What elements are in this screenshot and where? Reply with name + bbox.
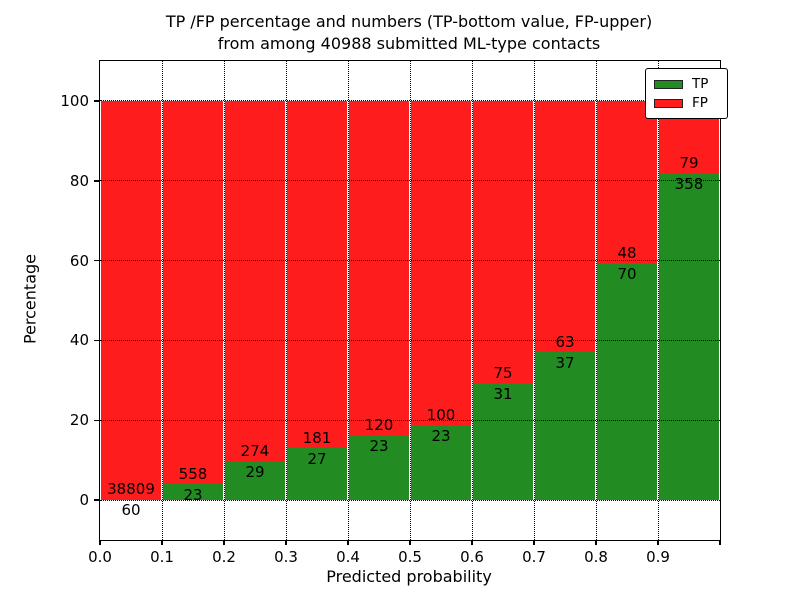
legend-item-fp: FP <box>654 96 720 110</box>
x-tick <box>719 541 721 546</box>
fp-count-label: 120 <box>364 416 394 435</box>
v-gridline <box>285 61 287 540</box>
bar-fp-segment <box>163 100 223 485</box>
x-tick-label: 0.8 <box>584 548 608 566</box>
bar-fp-segment <box>287 100 347 449</box>
x-tick <box>347 541 349 546</box>
tp-count-label: 358 <box>674 174 704 193</box>
fp-count-label: 75 <box>493 363 513 382</box>
bar-fp-segment <box>535 100 595 353</box>
x-tick <box>657 541 659 546</box>
tp-count-label: 23 <box>183 485 203 504</box>
fp-count-label: 100 <box>426 405 456 424</box>
x-tick-label: 0.5 <box>398 548 422 566</box>
y-tick-label: 40 <box>69 331 89 350</box>
y-tick-label: 20 <box>69 411 89 430</box>
bar-fp-segment <box>349 100 409 436</box>
fp-count-label: 38809 <box>107 479 155 498</box>
fp-count-label: 558 <box>178 464 208 483</box>
tp-count-label: 60 <box>121 500 141 519</box>
tp-count-label: 27 <box>307 449 327 468</box>
tp-count-label: 23 <box>431 426 451 445</box>
fp-count-label: 181 <box>302 428 332 447</box>
v-gridline <box>409 61 411 540</box>
bar-tp-segment <box>535 352 595 501</box>
y-tick <box>93 100 99 102</box>
tp-count-label: 70 <box>617 264 637 283</box>
v-gridline <box>595 61 597 540</box>
x-tick <box>409 541 411 546</box>
fp-count-label: 48 <box>617 243 637 262</box>
y-axis-label: Percentage <box>20 253 40 345</box>
bar-tp-segment <box>659 173 719 501</box>
y-tick <box>93 499 99 501</box>
x-tick-label: 0.6 <box>460 548 484 566</box>
v-gridline <box>223 61 225 540</box>
x-tick-label: 0.2 <box>212 548 236 566</box>
y-tick-label: 100 <box>60 91 89 110</box>
tp-count-label: 37 <box>555 353 575 372</box>
y-tick <box>93 419 99 421</box>
x-tick <box>595 541 597 546</box>
x-tick <box>533 541 535 546</box>
bar-tp-segment <box>349 435 409 501</box>
chart-title-line-1: TP /FP percentage and numbers (TP-bottom… <box>165 12 653 31</box>
bar-tp-segment <box>163 484 223 501</box>
legend-label-fp: FP <box>692 95 708 111</box>
y-tick-label: 60 <box>69 251 89 270</box>
x-tick-label: 0.0 <box>88 548 112 566</box>
y-tick <box>93 259 99 262</box>
bar-fp-segment <box>473 100 533 384</box>
bar-fp-segment <box>411 100 471 426</box>
x-tick-label: 0.9 <box>646 548 670 566</box>
x-tick-label: 0.1 <box>150 548 174 566</box>
fp-count-label: 274 <box>240 442 270 461</box>
chart-title-line-2: from among 40988 submitted ML-type conta… <box>217 34 601 53</box>
v-gridline <box>533 61 535 540</box>
bar-tp-segment <box>287 448 347 501</box>
bar-tp-segment <box>597 263 657 501</box>
fp-count-label: 63 <box>555 332 575 351</box>
bar-fp-segment <box>101 100 161 500</box>
legend-item-tp: TP <box>654 77 720 91</box>
y-tick-label: 80 <box>69 171 89 190</box>
bar-tp-segment <box>411 425 471 501</box>
x-tick-label: 0.3 <box>274 548 298 566</box>
x-tick <box>285 541 287 546</box>
y-tick <box>93 339 99 342</box>
bar-tp-segment <box>225 461 285 501</box>
x-tick-label: 0.4 <box>336 548 360 566</box>
bar-fp-segment <box>597 100 657 264</box>
v-gridline <box>657 61 659 540</box>
x-tick-label: 0.7 <box>522 548 546 566</box>
x-tick <box>471 541 473 546</box>
v-gridline <box>347 61 349 540</box>
plot-area: 38809 60 558 23 274 29 181 27 120 23 100 23 75 31 63 37… <box>60 60 721 566</box>
tp-count-label: 23 <box>369 437 389 456</box>
legend-label-tp: TP <box>692 76 709 92</box>
x-tick <box>99 541 101 546</box>
legend-swatch-tp <box>654 79 683 89</box>
y-tick-label: 0 <box>79 491 89 510</box>
bar-tp-segment <box>473 383 533 501</box>
fp-count-label: 79 <box>679 153 699 172</box>
x-axis-label: Predicted probability <box>326 567 492 586</box>
v-gridline <box>471 61 473 540</box>
y-tick <box>93 180 99 182</box>
legend-swatch-fp <box>654 98 683 108</box>
v-gridline <box>161 61 163 540</box>
legend: TP FP <box>645 68 728 119</box>
x-tick <box>161 541 163 546</box>
bar-fp-segment <box>225 100 285 462</box>
x-tick <box>223 541 225 546</box>
tp-count-label: 29 <box>245 463 265 482</box>
tp-count-label: 31 <box>493 384 513 403</box>
